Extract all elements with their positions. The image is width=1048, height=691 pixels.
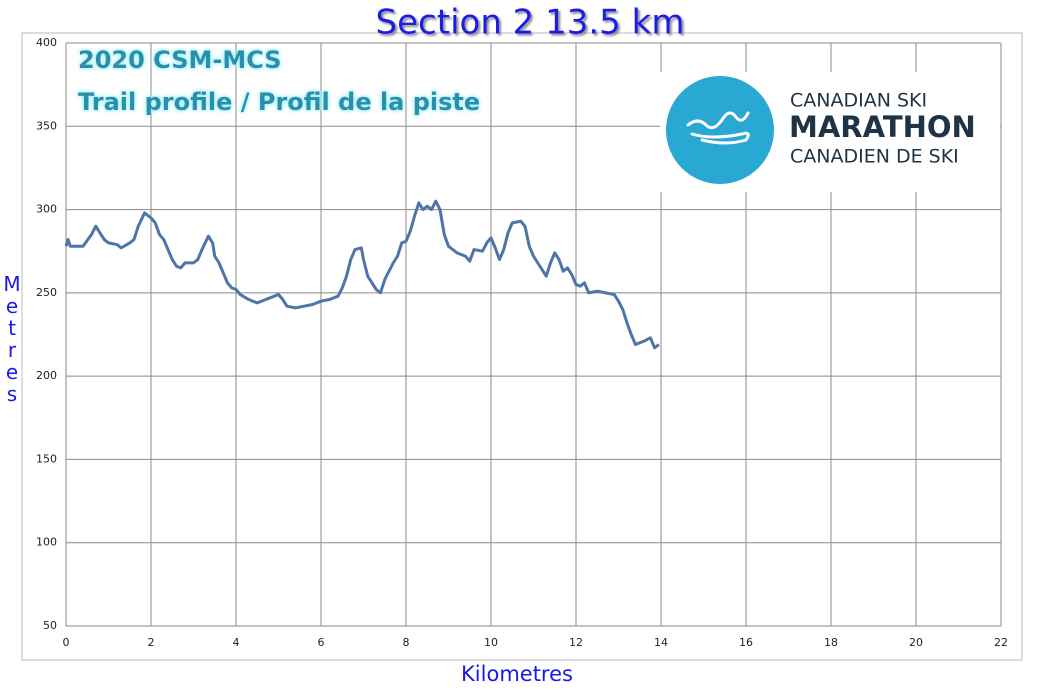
y-tick-label: 250 [36, 286, 57, 299]
x-tick-label: 18 [824, 636, 838, 649]
x-tick-label: 14 [654, 636, 668, 649]
y-tick-label: 100 [36, 536, 57, 549]
y-tick-label: 300 [36, 203, 57, 216]
y-tick-label: 400 [36, 36, 57, 49]
x-tick-label: 0 [63, 636, 70, 649]
x-axis-label: Kilometres [461, 662, 573, 686]
x-tick-label: 4 [233, 636, 240, 649]
x-tick-label: 20 [909, 636, 923, 649]
x-tick-label: 10 [484, 636, 498, 649]
elevation-line [64, 199, 660, 350]
x-tick-label: 22 [994, 636, 1008, 649]
logo-mark [686, 111, 750, 145]
x-tick-label: 16 [739, 636, 753, 649]
y-tick-label: 50 [43, 619, 57, 632]
chart-title: Section 2 13.5 km [376, 3, 685, 43]
logo-text: CANADIEN DE SKI [790, 146, 959, 168]
y-tick-label: 150 [36, 452, 57, 465]
y-tick-label: 200 [36, 369, 57, 382]
logo-text: MARATHON [789, 110, 976, 144]
annotation: Trail profile / Profil de la piste [78, 88, 480, 116]
x-tick-label: 6 [318, 636, 325, 649]
annotation: 2020 CSM-MCS [78, 46, 282, 74]
x-tick-label: 2 [148, 636, 155, 649]
x-tick-label: 8 [403, 636, 410, 649]
logo-circle [666, 76, 774, 184]
x-tick-label: 12 [569, 636, 583, 649]
y-tick-label: 350 [36, 119, 57, 132]
logo-text: CANADIAN SKI [790, 90, 927, 112]
y-axis-label: Metres [0, 272, 24, 404]
